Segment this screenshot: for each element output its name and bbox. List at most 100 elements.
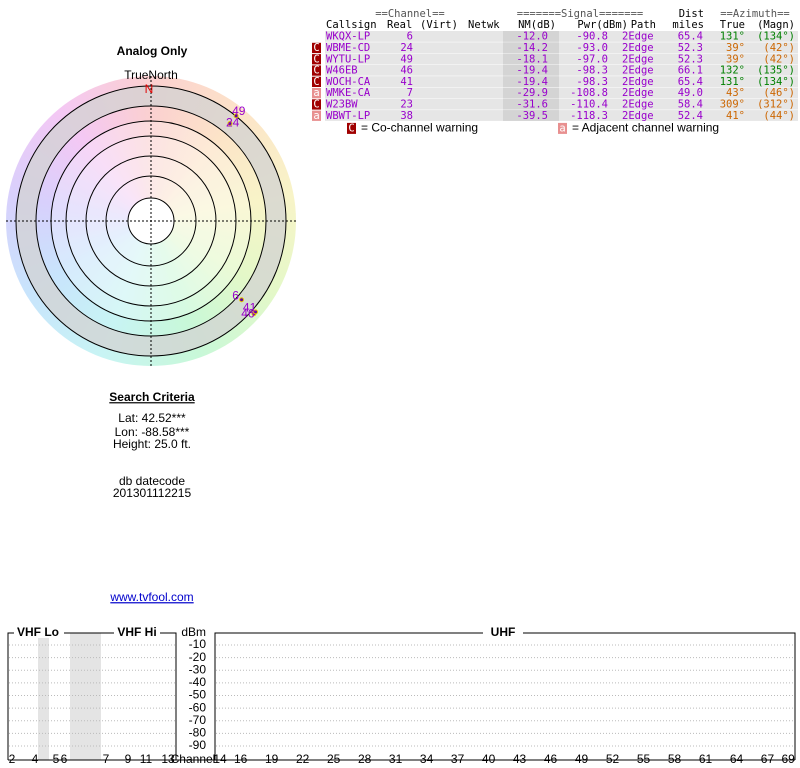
label-bg xyxy=(14,626,64,638)
link[interactable]: www.tvfool.com xyxy=(109,590,193,604)
legend-text: = Adjacent channel warning xyxy=(572,121,719,135)
unit: dBm xyxy=(181,625,206,639)
cell: 2Edge xyxy=(622,42,654,54)
uhf-frame xyxy=(214,632,796,760)
channel-label: 16 xyxy=(234,752,248,766)
cell: 23 xyxy=(400,98,413,110)
station-label: 24 xyxy=(226,115,240,129)
station-label: 41 xyxy=(243,301,257,315)
dbm-tick-label: -50 xyxy=(189,688,207,702)
cell: -14.2 xyxy=(516,42,548,54)
band-shade xyxy=(70,633,101,760)
cell: 49.0 xyxy=(678,87,703,99)
cell: 41 xyxy=(400,76,413,88)
cell: (134°) xyxy=(757,31,795,43)
row-bg xyxy=(325,87,798,99)
cell: W46EB xyxy=(326,65,358,77)
channel-label: 28 xyxy=(358,752,372,766)
channel-label: 64 xyxy=(730,752,744,766)
column-header: (Virt) xyxy=(420,19,458,31)
warning-icon xyxy=(312,88,321,99)
legend-letter: C xyxy=(348,122,354,134)
station-dot xyxy=(253,309,259,315)
channel-label: 19 xyxy=(265,752,279,766)
column-header: Pwr(dBm) xyxy=(577,19,628,31)
station-label: 49 xyxy=(232,104,246,118)
north: N xyxy=(145,82,154,96)
cell: (135°) xyxy=(757,65,795,77)
cell: -97.0 xyxy=(576,53,608,65)
cell: -29.9 xyxy=(516,87,548,99)
cell: (46°) xyxy=(763,87,795,99)
cell: 2Edge xyxy=(622,53,654,65)
dbm-tick-label: -70 xyxy=(189,713,207,727)
channel-label: 5 xyxy=(53,752,60,766)
axis-label: Channel xyxy=(171,752,216,766)
channel-label: 9 xyxy=(125,752,132,766)
channel-label: 58 xyxy=(668,752,682,766)
channel-label: 7 xyxy=(103,752,110,766)
lon: Lon: -88.58*** xyxy=(115,425,190,439)
cell: 65.4 xyxy=(678,31,703,43)
warning-icon xyxy=(312,76,321,87)
label-bg xyxy=(483,626,523,638)
legend-letter: a xyxy=(559,122,565,134)
row-bg xyxy=(325,42,798,54)
cell: 41° xyxy=(726,110,745,122)
column-header: (Magn) xyxy=(757,19,795,31)
section-label: VHF Hi xyxy=(117,625,156,639)
dbm-tick-label: -20 xyxy=(189,650,207,664)
lat: Lat: 42.52*** xyxy=(118,411,186,425)
cell: 2Edge xyxy=(622,31,654,43)
cell: (312°) xyxy=(757,98,795,110)
channel-label: 37 xyxy=(451,752,465,766)
channel-label: 11 xyxy=(140,752,153,766)
station-dot xyxy=(233,113,239,119)
dbm-tick-label: -10 xyxy=(189,637,207,651)
cell: -31.6 xyxy=(516,98,548,110)
section-label: UHF xyxy=(491,625,516,639)
compass-label: TrueNorth xyxy=(124,68,178,82)
channel-label: 55 xyxy=(637,752,651,766)
nm-bg xyxy=(503,110,559,121)
column-header: NM(dB) xyxy=(518,19,556,31)
dbm-tick-label: -90 xyxy=(189,738,207,752)
nm-bg xyxy=(503,64,559,76)
channel-label: 49 xyxy=(575,752,589,766)
dbm-tick-label: -60 xyxy=(189,700,207,714)
channel-label: 61 xyxy=(699,752,713,766)
warning-icon xyxy=(312,54,321,65)
cell: 58.4 xyxy=(678,98,703,110)
cell: 2Edge xyxy=(622,110,654,122)
datecode-label: db datecode xyxy=(119,474,185,488)
group-header: ==Azimuth== xyxy=(720,8,790,20)
column-header: Callsign xyxy=(326,19,377,31)
column-header: Path xyxy=(631,19,656,31)
row-bg xyxy=(325,110,798,121)
height: Height: 25.0 ft. xyxy=(113,437,191,451)
cell: WMKE-CA xyxy=(326,87,371,99)
column-header: Real xyxy=(387,19,412,31)
cell: WKQX-LP xyxy=(326,31,370,43)
station-dot xyxy=(227,120,233,126)
warning-letter: a xyxy=(313,110,319,122)
warning-letter: C xyxy=(313,53,319,65)
column-header: miles xyxy=(672,19,704,31)
row-bg xyxy=(325,76,798,87)
cell: 309° xyxy=(720,98,745,110)
channel-label: 4 xyxy=(32,752,39,766)
station-label: 46 xyxy=(241,306,255,320)
warning-icon xyxy=(312,110,321,121)
channel-label: 2 xyxy=(9,752,16,766)
row-bg xyxy=(325,98,798,110)
cell: 66.1 xyxy=(678,65,703,77)
channel-label: 43 xyxy=(513,752,527,766)
dbm-tick-label: -40 xyxy=(189,675,207,689)
cell: 24 xyxy=(400,42,413,54)
channel-label: 13 xyxy=(161,752,175,766)
cell: -108.8 xyxy=(570,87,608,99)
cell: 52.3 xyxy=(678,53,703,65)
channel-label: 46 xyxy=(544,752,558,766)
